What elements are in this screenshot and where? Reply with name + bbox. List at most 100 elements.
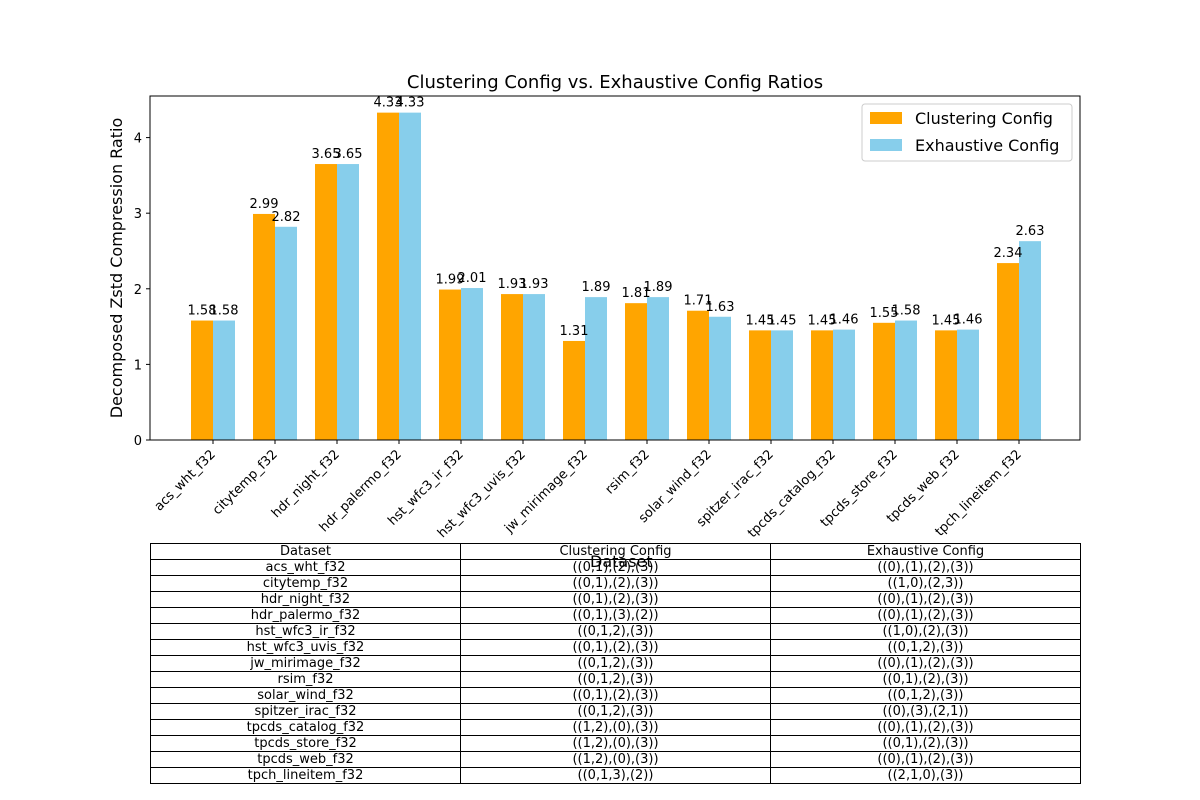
table-cell: ((1,0),(2),(3)) — [770, 623, 1081, 640]
bar-value-label-clustering-acs_wht_f32: 1.58 — [188, 304, 217, 319]
table-cell: ((0,1,2),(3)) — [460, 623, 771, 640]
bar-exhaustive-hst_wfc3_ir_f32 — [461, 288, 483, 440]
table-cell: ((0,1,2),(3)) — [460, 655, 771, 672]
table-row: hst_wfc3_uvis_f32 ((0,1),(2),(3)) ((0,1,2)… — [150, 639, 1081, 656]
table-cell: ((2,1,0),(3)) — [770, 767, 1081, 784]
table-row: spitzer_irac_f32 ((0,1,2),(3)) ((0),(3),(2… — [150, 703, 1081, 720]
table-cell: tpch_lineitem_f32 — [150, 767, 461, 784]
table-cell: ((0,1),(2),(3)) — [460, 591, 771, 608]
bar-value-label-clustering-hdr_night_f32: 3.65 — [312, 147, 341, 162]
bar-value-label-clustering-spitzer_irac_f32: 1.45 — [746, 313, 775, 328]
table-row: acs_wht_f32 ((0,1),(2),(3)) ((0),(1),(2),(… — [150, 559, 1081, 576]
chart-title: Clustering Config vs. Exhaustive Config … — [407, 72, 823, 93]
bar-value-label-clustering-jw_mirimage_f32: 1.31 — [560, 324, 589, 339]
table-cell: ((0),(1),(2),(3)) — [770, 591, 1081, 608]
bar-value-label-clustering-solar_wind_f32: 1.71 — [684, 294, 713, 309]
table-cell: ((0,1,3),(2)) — [460, 767, 771, 784]
table-cell: spitzer_irac_f32 — [150, 703, 461, 720]
bar-exhaustive-jw_mirimage_f32 — [585, 297, 607, 440]
table-cell: ((0),(1),(2),(3)) — [770, 607, 1081, 624]
legend-label-clustering: Clustering Config — [915, 109, 1053, 128]
table-cell: hdr_palermo_f32 — [150, 607, 461, 624]
bar-clustering-jw_mirimage_f32 — [563, 340, 585, 440]
table-cell: ((0,1),(2),(3)) — [460, 639, 771, 656]
y-axis-label: Decomposed Zstd Compression Ratio — [107, 118, 126, 419]
bar-clustering-citytemp_f32 — [253, 213, 275, 440]
legend-label-exhaustive: Exhaustive Config — [915, 136, 1059, 155]
table-cell: ((0),(1),(2),(3)) — [770, 751, 1081, 768]
bar-exhaustive-hst_wfc3_uvis_f32 — [523, 294, 545, 440]
bar-value-label-clustering-tpch_lineitem_f32: 2.34 — [994, 246, 1023, 261]
bar-exhaustive-tpcds_catalog_f32 — [833, 329, 855, 440]
table-cell: ((0),(1),(2),(3)) — [770, 655, 1081, 672]
y-tick-label: 2 — [134, 283, 142, 298]
table-row: rsim_f32 ((0,1,2),(3)) ((0,1),(2),(3)) — [150, 671, 1081, 688]
legend-swatch-exhaustive — [870, 139, 902, 151]
x-axis-label: Dataset — [590, 552, 653, 571]
bar-value-label-exhaustive-citytemp_f32: 2.82 — [272, 210, 301, 225]
table-cell: ((0,1),(2),(3)) — [460, 575, 771, 592]
bar-value-label-exhaustive-hst_wfc3_ir_f32: 2.01 — [458, 271, 487, 286]
table-cell: ((0,1,2),(3)) — [770, 687, 1081, 704]
bar-exhaustive-hdr_night_f32 — [337, 164, 359, 441]
table-row: hdr_palermo_f32 ((0,1),(3),(2)) ((0),(1),(… — [150, 607, 1081, 624]
table-row: hst_wfc3_ir_f32 ((0,1,2),(3)) ((1,0),(2),(… — [150, 623, 1081, 640]
bar-chart: Clustering Config vs. Exhaustive Config … — [107, 72, 1081, 541]
table-cell: ((0),(1),(2),(3)) — [770, 559, 1081, 576]
table-cell: ((0),(3),(2,1)) — [770, 703, 1081, 720]
table-cell: ((1,2),(0),(3)) — [460, 719, 771, 736]
x-tick-label-rsim_f32: rsim_f32 — [603, 447, 653, 497]
bar-exhaustive-solar_wind_f32 — [709, 316, 731, 440]
bar-value-label-clustering-hst_wfc3_uvis_f32: 1.93 — [498, 277, 527, 292]
bar-value-label-exhaustive-hdr_palermo_f32: 4.33 — [396, 96, 425, 111]
bar-clustering-hdr_night_f32 — [315, 164, 337, 441]
bar-value-label-exhaustive-spitzer_irac_f32: 1.45 — [768, 313, 797, 328]
table-row: tpcds_store_f32 ((1,2),(0),(3)) ((0,1),(2)… — [150, 735, 1081, 752]
table-cell: ((0),(1),(2),(3)) — [770, 719, 1081, 736]
bar-value-label-clustering-hst_wfc3_ir_f32: 1.99 — [436, 273, 465, 288]
bar-value-label-clustering-tpcds_web_f32: 1.45 — [932, 313, 961, 328]
config-table: Dataset Clustering Config Exhaustive Confi… — [150, 543, 1081, 784]
bar-clustering-solar_wind_f32 — [687, 310, 709, 440]
y-tick-label: 4 — [134, 132, 142, 147]
table-row: tpch_lineitem_f32 ((0,1,3),(2)) ((2,1,0),(… — [150, 767, 1081, 784]
plot-frame — [149, 95, 1081, 441]
table-cell: tpcds_store_f32 — [150, 735, 461, 752]
bar-clustering-acs_wht_f32 — [191, 320, 213, 440]
bar-value-label-clustering-rsim_f32: 1.81 — [622, 286, 651, 301]
bar-value-label-exhaustive-jw_mirimage_f32: 1.89 — [582, 280, 611, 295]
table-cell: rsim_f32 — [150, 671, 461, 688]
y-tick-label: 1 — [134, 358, 142, 373]
table-cell: hst_wfc3_uvis_f32 — [150, 639, 461, 656]
legend-box — [861, 103, 1073, 162]
table-cell: hdr_night_f32 — [150, 591, 461, 608]
bar-value-label-exhaustive-hdr_night_f32: 3.65 — [334, 147, 363, 162]
table-cell: ((0,1),(2),(3)) — [770, 735, 1081, 752]
table-cell: ((0,1),(2),(3)) — [770, 671, 1081, 688]
table-row: tpcds_web_f32 ((1,2),(0),(3)) ((0),(1),(2)… — [150, 751, 1081, 768]
bar-exhaustive-acs_wht_f32 — [213, 320, 235, 440]
table-header-cell: Dataset — [150, 543, 461, 560]
table-cell: jw_mirimage_f32 — [150, 655, 461, 672]
table-cell: ((0,1),(3),(2)) — [460, 607, 771, 624]
table-cell: tpcds_web_f32 — [150, 751, 461, 768]
table-row: hdr_night_f32 ((0,1),(2),(3)) ((0),(1),(2)… — [150, 591, 1081, 608]
table-row: citytemp_f32 ((0,1),(2),(3)) ((1,0),(2,3)) — [150, 575, 1081, 592]
bar-clustering-rsim_f32 — [625, 303, 647, 440]
bar-clustering-tpcds_catalog_f32 — [811, 330, 833, 440]
bar-exhaustive-spitzer_irac_f32 — [771, 330, 793, 440]
table-cell: citytemp_f32 — [150, 575, 461, 592]
bar-value-label-exhaustive-solar_wind_f32: 1.63 — [706, 300, 735, 315]
bar-clustering-tpch_lineitem_f32 — [997, 263, 1019, 440]
table-cell: solar_wind_f32 — [150, 687, 461, 704]
table-header-cell: Exhaustive Config — [770, 543, 1081, 560]
bar-clustering-tpcds_store_f32 — [873, 322, 895, 440]
y-tick-label: 0 — [134, 434, 142, 449]
bar-value-label-exhaustive-tpcds_catalog_f32: 1.46 — [830, 313, 859, 328]
bar-value-label-exhaustive-rsim_f32: 1.89 — [644, 280, 673, 295]
bar-exhaustive-tpch_lineitem_f32 — [1019, 241, 1041, 440]
table-row: solar_wind_f32 ((0,1),(2),(3)) ((0,1,2),(3… — [150, 687, 1081, 704]
bar-exhaustive-tpcds_store_f32 — [895, 320, 917, 440]
x-tick-label-citytemp_f32: citytemp_f32 — [210, 447, 281, 518]
legend-swatch-clustering — [870, 112, 902, 124]
